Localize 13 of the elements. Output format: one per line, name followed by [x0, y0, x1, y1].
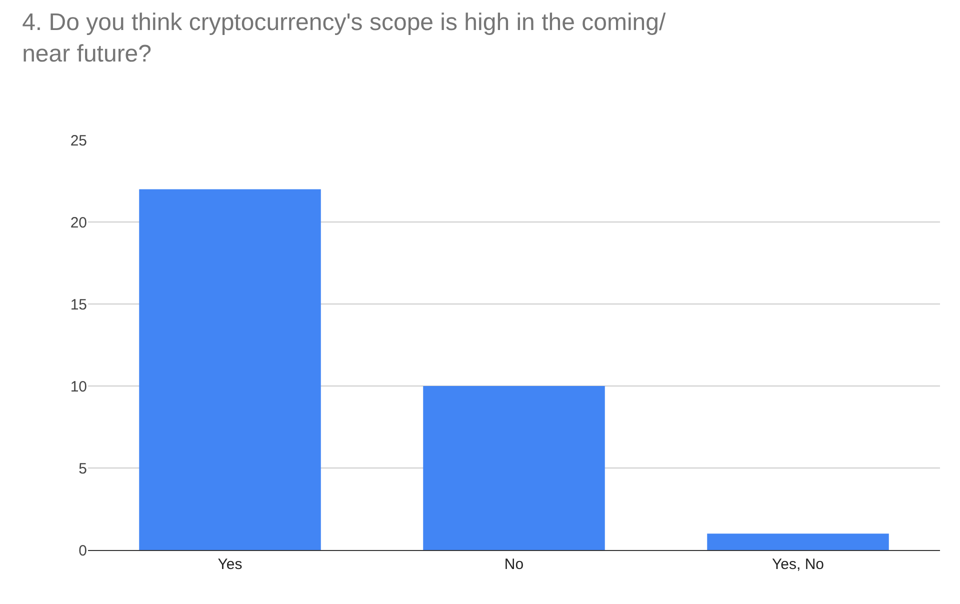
y-tick-label: 20 [70, 214, 87, 232]
y-tick-label: 5 [78, 460, 87, 478]
bar [139, 189, 321, 550]
y-tick-label: 25 [70, 132, 87, 150]
bar [423, 386, 605, 550]
y-tick-label: 15 [70, 296, 87, 314]
x-tick-label: No [504, 556, 524, 573]
chart-title: 4. Do you think cryptocurrency's scope is high in the coming/ near future? [22, 9, 666, 68]
y-tick-label: 10 [70, 378, 87, 396]
x-tick-label: Yes, No [772, 556, 824, 573]
bar [707, 534, 889, 550]
y-tick-label: 0 [78, 542, 87, 560]
x-tick-label: Yes [218, 556, 242, 573]
